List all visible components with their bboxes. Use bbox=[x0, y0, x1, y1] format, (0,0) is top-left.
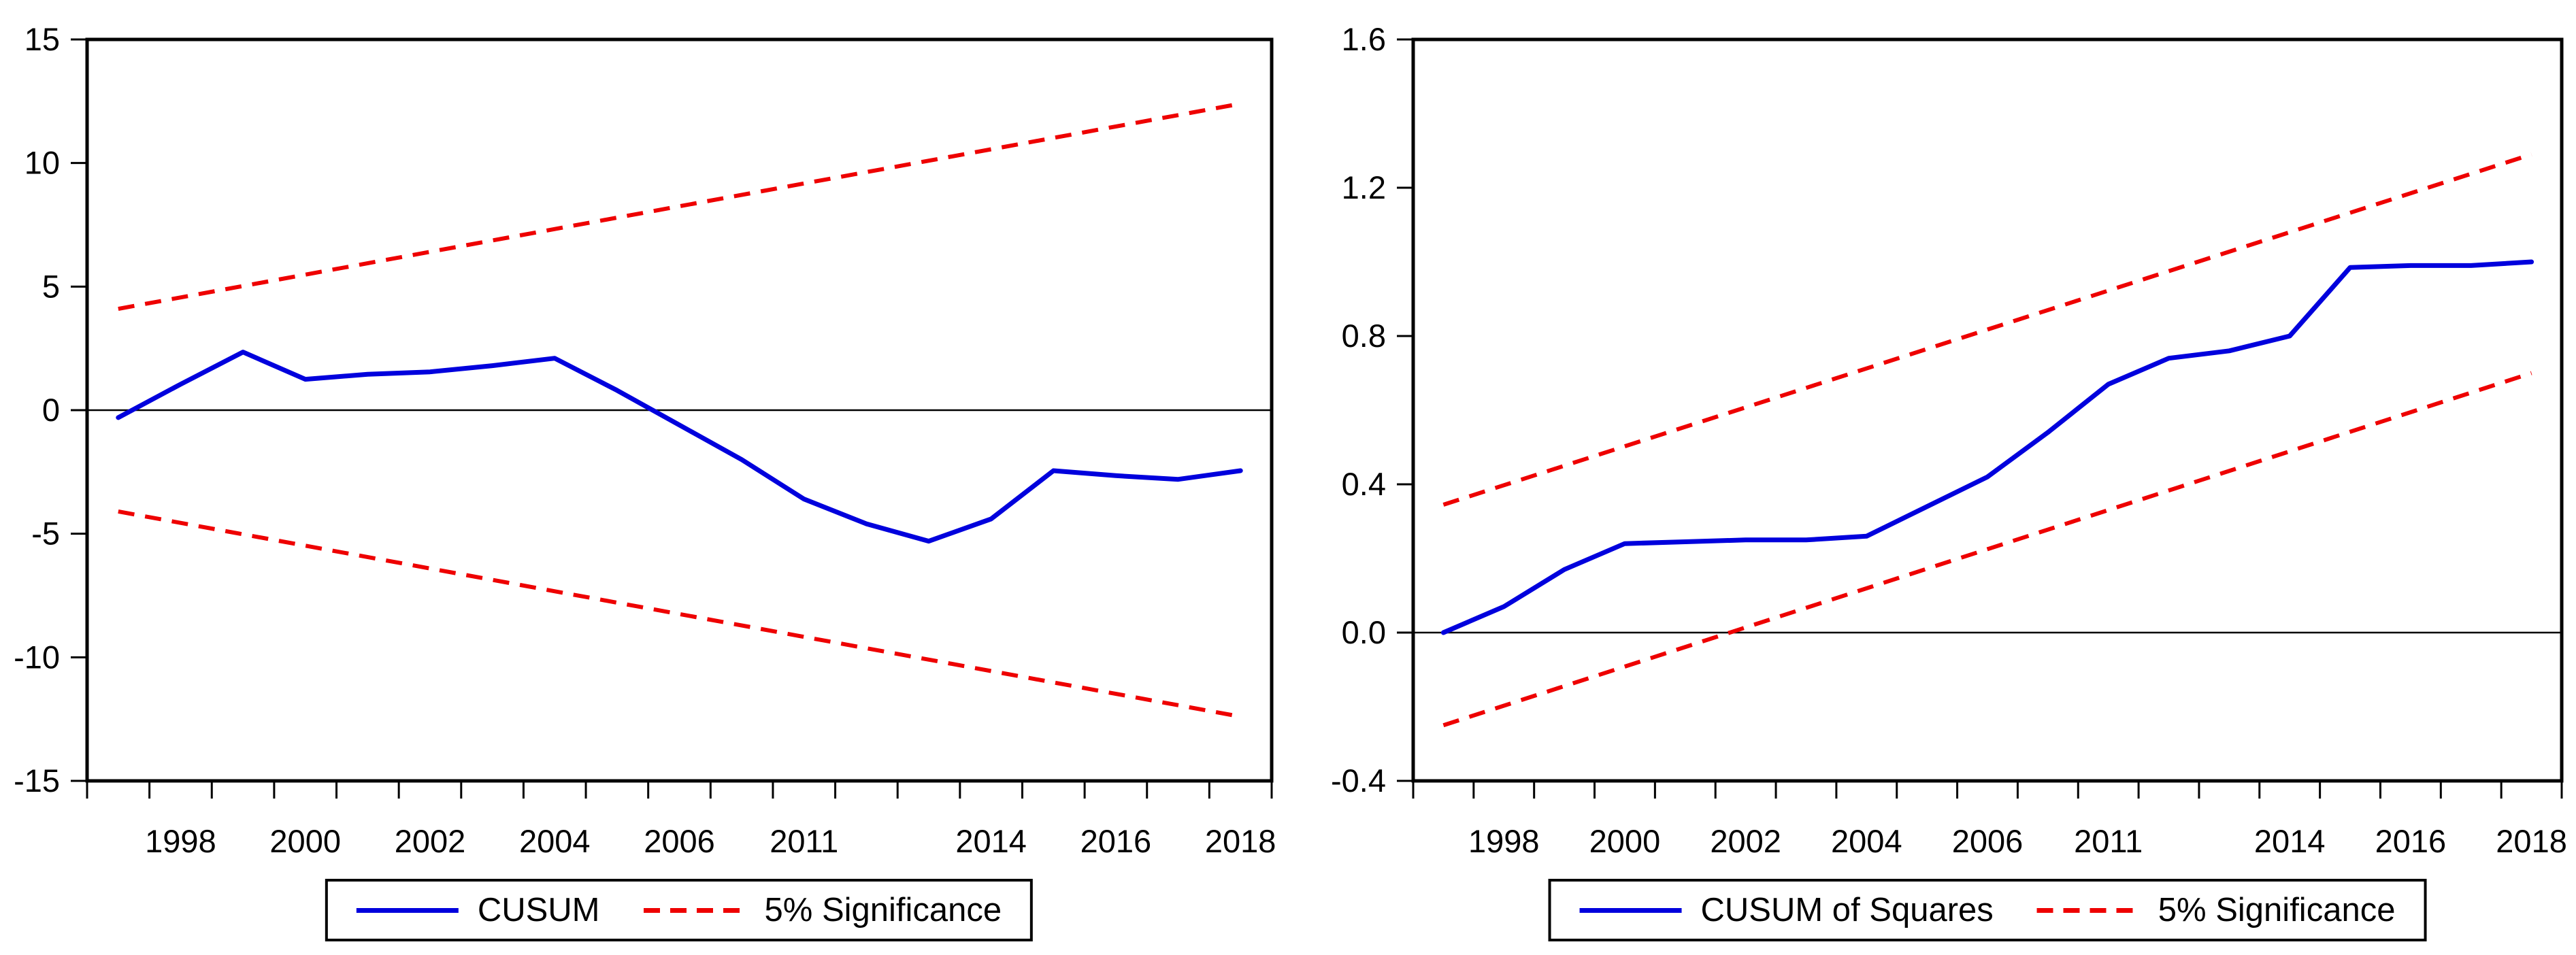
svg-text:1998: 1998 bbox=[145, 823, 216, 859]
svg-text:2000: 2000 bbox=[269, 823, 341, 859]
cusum-of-squares-legend-label: CUSUM of Squares bbox=[1700, 892, 1994, 928]
svg-text:2002: 2002 bbox=[395, 823, 466, 859]
cusum-legend-label: CUSUM bbox=[477, 892, 600, 928]
svg-text:-10: -10 bbox=[14, 639, 60, 675]
svg-text:0: 0 bbox=[42, 392, 60, 428]
svg-text:1.2: 1.2 bbox=[1342, 169, 1386, 205]
svg-text:2000: 2000 bbox=[1589, 823, 1661, 859]
svg-text:-5: -5 bbox=[31, 516, 60, 552]
cusum-of-squares-legend: CUSUM of Squares 5% Significance bbox=[1548, 879, 2427, 941]
cusum-chart-panel: -15 -10 -5 0 5 10 15 1998 2000 2002 2004 2006 2011 20… bbox=[14, 21, 1276, 941]
svg-text:15: 15 bbox=[24, 21, 60, 57]
svg-text:10: 10 bbox=[24, 145, 60, 181]
significance-line-swatch bbox=[2036, 907, 2139, 913]
svg-text:-15: -15 bbox=[14, 763, 60, 799]
significance-legend-label: 5% Significance bbox=[764, 892, 1002, 928]
svg-text:2014: 2014 bbox=[955, 823, 1027, 859]
svg-text:5: 5 bbox=[42, 268, 60, 304]
svg-text:2002: 2002 bbox=[1710, 823, 1781, 859]
svg-text:2004: 2004 bbox=[519, 823, 591, 859]
svg-text:2006: 2006 bbox=[644, 823, 715, 859]
svg-text:2018: 2018 bbox=[1205, 823, 1276, 859]
svg-text:1.6: 1.6 bbox=[1342, 21, 1386, 57]
cusum-of-squares-chart-panel: -0.4 0.0 0.4 0.8 1.2 1.6 1998 2000 2002 2004 2006 2… bbox=[1288, 0, 2576, 955]
svg-text:0.4: 0.4 bbox=[1342, 466, 1386, 502]
svg-text:2016: 2016 bbox=[2375, 823, 2447, 859]
svg-text:2006: 2006 bbox=[1952, 823, 2024, 859]
cusum-legend: CUSUM 5% Significance bbox=[325, 879, 1034, 941]
svg-text:0.8: 0.8 bbox=[1342, 318, 1386, 354]
svg-text:1998: 1998 bbox=[1468, 823, 1540, 859]
svg-text:2004: 2004 bbox=[1831, 823, 1902, 859]
svg-text:2011: 2011 bbox=[770, 823, 838, 859]
cusum-plot: -15 -10 -5 0 5 10 15 1998 2000 2002 2004 2006 2011 20… bbox=[14, 21, 1276, 859]
cusum-line-swatch bbox=[356, 907, 459, 913]
svg-text:2014: 2014 bbox=[2254, 823, 2326, 859]
svg-text:2011: 2011 bbox=[2074, 823, 2143, 859]
svg-text:2018: 2018 bbox=[2496, 823, 2567, 859]
cusum-of-squares-plot: -0.4 0.0 0.4 0.8 1.2 1.6 1998 2000 2002 2004 2006 2… bbox=[1331, 21, 2567, 859]
significance-line-swatch bbox=[643, 907, 746, 913]
svg-text:2016: 2016 bbox=[1080, 823, 1152, 859]
significance-legend-label: 5% Significance bbox=[2158, 892, 2396, 928]
svg-text:-0.4: -0.4 bbox=[1331, 763, 1386, 799]
svg-text:0.0: 0.0 bbox=[1342, 614, 1386, 650]
cusum-of-squares-line-swatch bbox=[1579, 907, 1682, 913]
